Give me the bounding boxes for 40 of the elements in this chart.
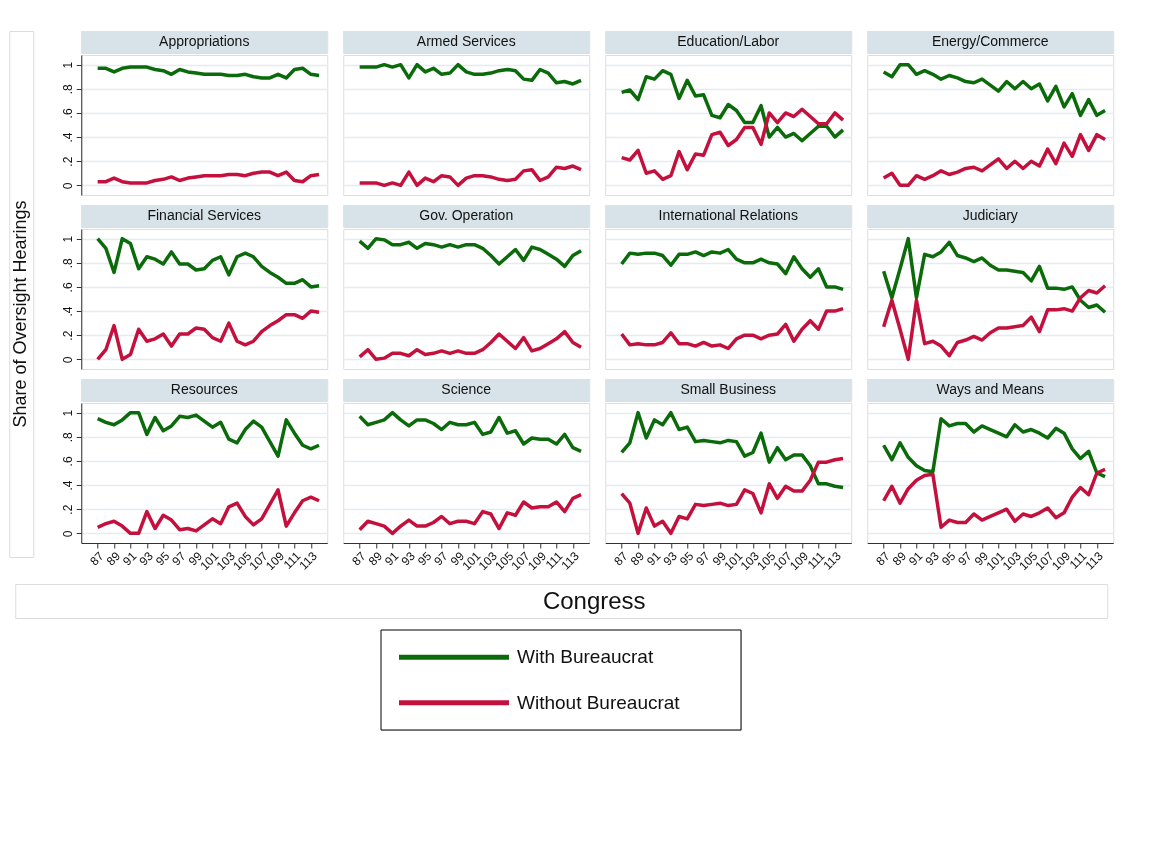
y-tick-label: .8: [60, 83, 75, 95]
y-tick-label: 0: [60, 530, 75, 538]
y-tick-label: .6: [60, 108, 75, 119]
chart-title: Judiciary: [962, 207, 1018, 223]
line-series: [95, 65, 321, 80]
y-tick-label: 0: [60, 356, 75, 364]
chart-title: Financial Services: [147, 207, 262, 223]
chart-title: Appropriations: [159, 33, 250, 49]
line-series: [95, 236, 321, 289]
text: With Bureaucrat: [517, 646, 654, 668]
y-tick-label: .4: [60, 132, 75, 143]
y-tick-label: .6: [60, 282, 75, 293]
chart-title: International Relations: [658, 207, 798, 223]
y-tick-label: 1: [60, 61, 75, 69]
line-series: [95, 170, 321, 185]
y-tick-label: .2: [60, 156, 75, 167]
y-tick-label: .8: [60, 257, 75, 269]
chart-title: Education/Labor: [677, 33, 780, 49]
y-axis-title: Share of Oversight Hearings: [10, 200, 31, 428]
y-tick-label: .2: [60, 330, 75, 341]
y-tick-label: .2: [60, 504, 75, 515]
chart-title: Energy/Commerce: [931, 33, 1049, 49]
chart-title: Ways and Means: [936, 381, 1045, 397]
chart-title: Small Business: [680, 381, 777, 397]
y-tick-label: 1: [60, 409, 75, 417]
chart-title: Science: [441, 381, 492, 397]
chart-title: Resources: [170, 381, 238, 397]
y-tick-label: 1: [60, 235, 75, 243]
line-series: [95, 488, 321, 536]
line-series: [95, 309, 321, 362]
y-tick-label: .4: [60, 306, 75, 317]
y-tick-label: .6: [60, 456, 75, 467]
chart-title: Armed Services: [416, 33, 516, 49]
text: Without Bureaucrat: [517, 691, 681, 713]
chart-title: Gov. Operation: [419, 207, 514, 223]
y-tick-label: .4: [60, 480, 75, 491]
x-axis-title: Congress: [542, 587, 646, 614]
line-series: [95, 410, 321, 458]
y-tick-label: .8: [60, 431, 75, 443]
y-tick-label: 0: [60, 182, 75, 190]
